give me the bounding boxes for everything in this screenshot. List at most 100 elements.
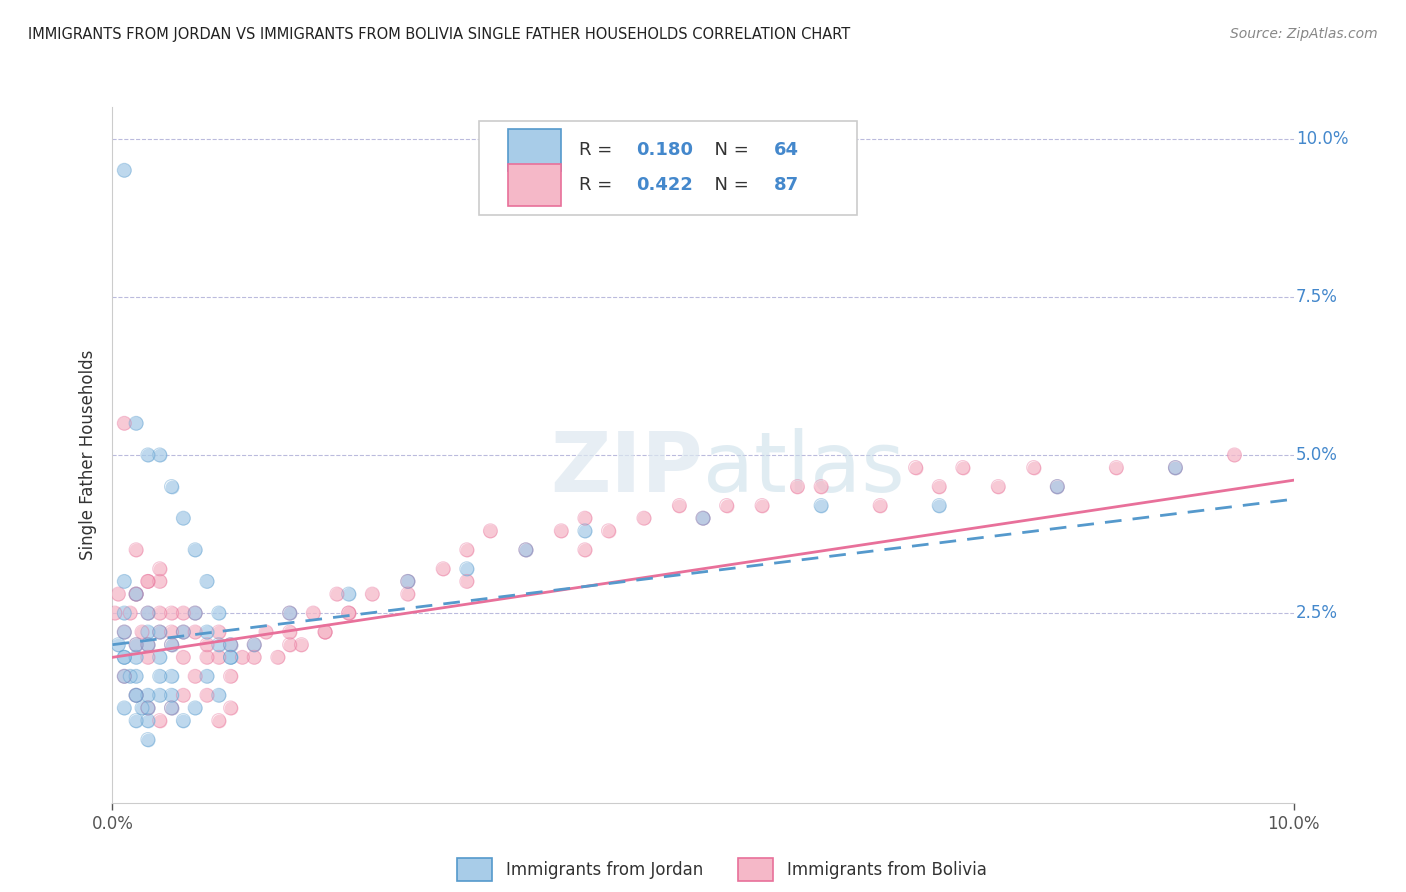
Point bbox=[396, 587, 419, 601]
Point bbox=[136, 638, 159, 652]
Point bbox=[290, 638, 312, 652]
Point bbox=[160, 606, 183, 620]
Text: Immigrants from Bolivia: Immigrants from Bolivia bbox=[787, 861, 987, 879]
Point bbox=[136, 638, 159, 652]
Point bbox=[195, 638, 218, 652]
Point bbox=[125, 542, 148, 557]
Point bbox=[456, 542, 478, 557]
Point bbox=[987, 479, 1010, 493]
Point bbox=[219, 669, 242, 683]
FancyBboxPatch shape bbox=[508, 129, 561, 171]
Point bbox=[136, 701, 159, 715]
Point bbox=[574, 542, 596, 557]
Point bbox=[149, 574, 172, 589]
Point bbox=[112, 650, 135, 665]
Point bbox=[278, 606, 301, 620]
Point bbox=[716, 499, 738, 513]
Point bbox=[172, 688, 194, 702]
Point bbox=[1046, 479, 1069, 493]
Point bbox=[361, 587, 384, 601]
Point bbox=[278, 625, 301, 640]
Point bbox=[184, 669, 207, 683]
Point bbox=[136, 638, 159, 652]
Point bbox=[1164, 460, 1187, 475]
Point bbox=[107, 587, 129, 601]
Point bbox=[104, 606, 127, 620]
Point bbox=[160, 479, 183, 493]
Point bbox=[131, 625, 153, 640]
Point bbox=[254, 625, 277, 640]
Point bbox=[326, 587, 349, 601]
Point bbox=[160, 625, 183, 640]
Point bbox=[1046, 479, 1069, 493]
Point bbox=[243, 638, 266, 652]
Point bbox=[184, 542, 207, 557]
Point bbox=[112, 625, 135, 640]
Point bbox=[149, 625, 172, 640]
Point bbox=[136, 606, 159, 620]
Point bbox=[195, 669, 218, 683]
Point bbox=[125, 688, 148, 702]
Point bbox=[195, 688, 218, 702]
Point bbox=[136, 688, 159, 702]
Point bbox=[120, 669, 142, 683]
Point bbox=[456, 542, 478, 557]
Point bbox=[195, 688, 218, 702]
Point bbox=[149, 574, 172, 589]
Text: 0.180: 0.180 bbox=[636, 141, 693, 159]
Point bbox=[208, 606, 231, 620]
Point bbox=[125, 587, 148, 601]
Point bbox=[633, 511, 655, 525]
Point bbox=[195, 574, 218, 589]
Text: 0.422: 0.422 bbox=[636, 176, 693, 194]
FancyBboxPatch shape bbox=[508, 164, 561, 206]
Point bbox=[136, 650, 159, 665]
Point bbox=[160, 701, 183, 715]
Point bbox=[125, 714, 148, 728]
Point bbox=[160, 606, 183, 620]
Point bbox=[136, 574, 159, 589]
Point bbox=[337, 606, 360, 620]
Text: 2.5%: 2.5% bbox=[1296, 604, 1339, 622]
Point bbox=[184, 625, 207, 640]
Point bbox=[136, 732, 159, 747]
Point bbox=[337, 606, 360, 620]
Point bbox=[219, 638, 242, 652]
Point bbox=[751, 499, 773, 513]
Point bbox=[1164, 460, 1187, 475]
Point bbox=[136, 606, 159, 620]
Point bbox=[952, 460, 974, 475]
Point bbox=[314, 625, 336, 640]
Point bbox=[112, 163, 135, 178]
Point bbox=[184, 606, 207, 620]
Point bbox=[692, 511, 714, 525]
Point bbox=[267, 650, 290, 665]
Point bbox=[125, 688, 148, 702]
Point bbox=[1223, 448, 1246, 462]
Point bbox=[172, 625, 194, 640]
Point bbox=[172, 650, 194, 665]
Point bbox=[160, 701, 183, 715]
Point bbox=[1164, 460, 1187, 475]
Point bbox=[751, 499, 773, 513]
Point bbox=[160, 669, 183, 683]
Point bbox=[810, 479, 832, 493]
Point bbox=[125, 587, 148, 601]
Point bbox=[125, 638, 148, 652]
Point bbox=[361, 587, 384, 601]
Point bbox=[184, 669, 207, 683]
Point bbox=[136, 448, 159, 462]
Point bbox=[1022, 460, 1045, 475]
Point bbox=[195, 574, 218, 589]
Point bbox=[243, 638, 266, 652]
Point bbox=[243, 638, 266, 652]
Point bbox=[278, 638, 301, 652]
Point bbox=[149, 625, 172, 640]
Point bbox=[107, 638, 129, 652]
Point bbox=[574, 511, 596, 525]
Point bbox=[136, 625, 159, 640]
Point bbox=[136, 638, 159, 652]
Point bbox=[112, 574, 135, 589]
Text: 64: 64 bbox=[773, 141, 799, 159]
Text: N =: N = bbox=[703, 176, 755, 194]
